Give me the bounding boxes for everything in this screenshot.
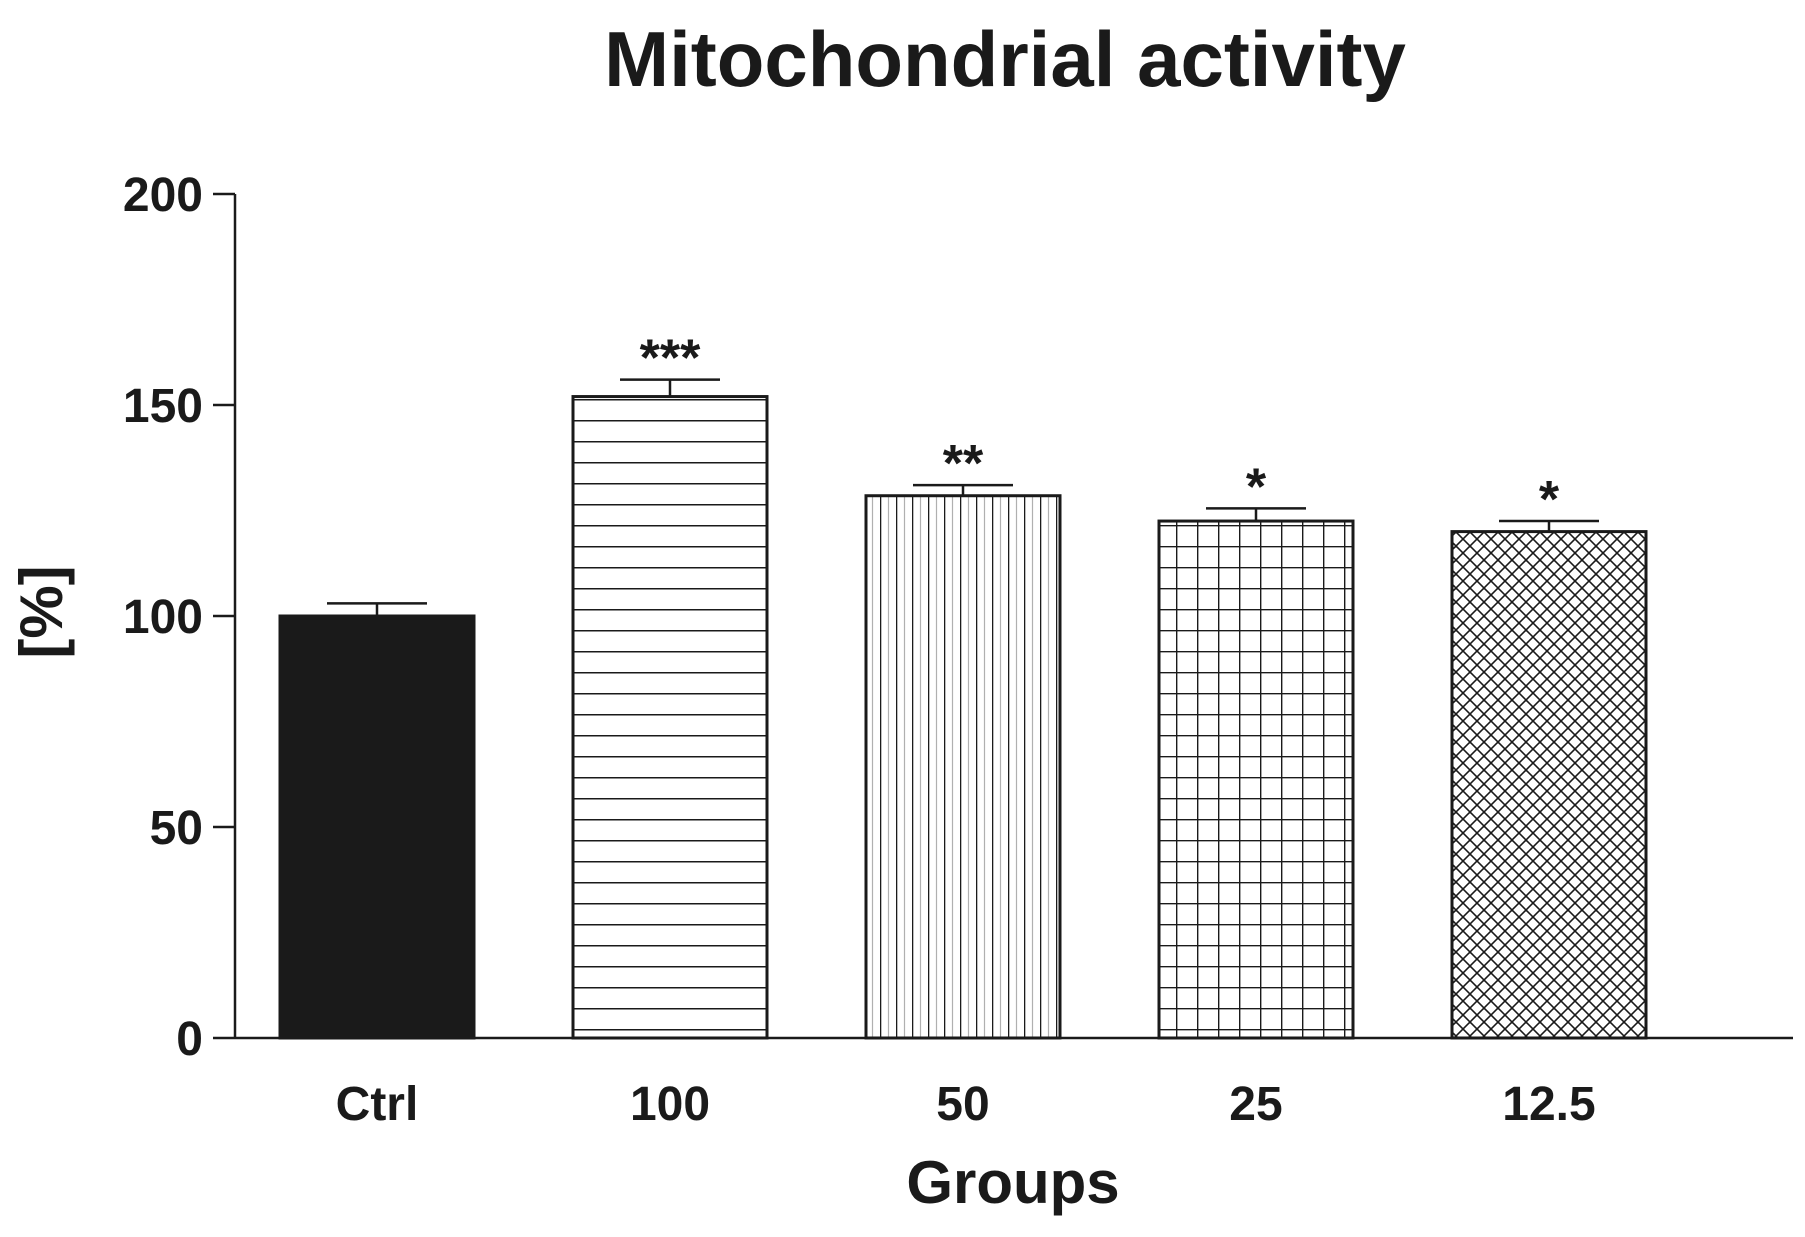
y-tick-label: 50 [150,802,203,855]
y-axis-label: [%] [8,565,75,658]
bar-100 [571,395,769,1040]
x-tick-label: 12.5 [1502,1078,1595,1131]
x-tick-label: 25 [1229,1078,1282,1131]
chart-title: Mitochondrial activity [604,15,1406,103]
x-tick-label: 100 [630,1078,710,1131]
y-tick-label: 100 [123,591,203,644]
x-ticks: Ctrl 100 50 25 12.5 [336,1078,1596,1131]
bars: ***** * * [278,330,1648,1040]
y-tick-label: 0 [176,1013,203,1066]
significance-label: *** [640,330,701,388]
y-tick-label: 150 [123,380,203,433]
significance-label: ** [943,435,984,493]
x-tick-label: 50 [936,1078,989,1131]
x-axis-label: Groups [906,1149,1119,1216]
bar-25 [1157,519,1355,1040]
y-tick-label: 200 [123,169,203,222]
significance-label: * [1246,458,1267,516]
x-tick-label: Ctrl [336,1078,419,1131]
significance-label: * [1539,471,1560,529]
bar-Ctrl [278,614,476,1040]
bar-12.5 [1450,530,1648,1040]
bar-50 [864,494,1062,1040]
y-ticks: 0 50 100 150 200 [123,169,235,1066]
